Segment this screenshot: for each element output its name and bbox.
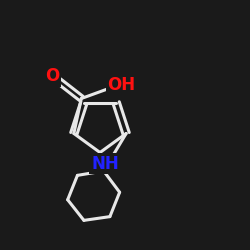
Text: OH: OH — [107, 76, 136, 94]
Text: O: O — [46, 68, 60, 86]
Text: NH: NH — [91, 155, 119, 173]
Text: O: O — [46, 68, 60, 86]
Text: NH: NH — [91, 155, 119, 173]
Text: OH: OH — [107, 76, 136, 94]
